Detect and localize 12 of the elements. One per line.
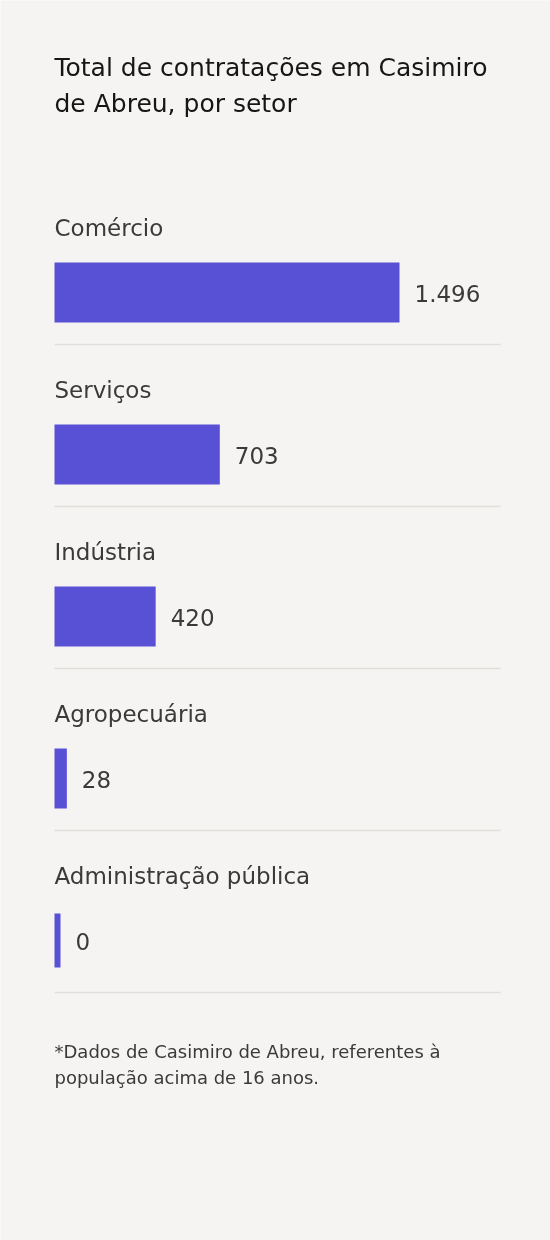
y-tick-label: Serviços <box>54 376 152 403</box>
y-tick-label: Administração pública <box>54 862 311 889</box>
data-label: 28 <box>81 767 112 793</box>
data-label: 0 <box>75 929 91 955</box>
data-label: 420 <box>170 605 215 631</box>
data-label: 1.496 <box>414 281 481 307</box>
data-label: 703 <box>234 443 279 469</box>
y-tick-label: Agropecuária <box>54 700 208 727</box>
chart-title: Total de contratações em Casimiro de Abreu, por setor <box>53 52 488 118</box>
y-tick-label: Comércio <box>54 214 164 241</box>
text: *Dados de Casimiro de Abreu, referentes à população acima de 16 anos. <box>54 1040 441 1088</box>
y-tick-label: Indústria <box>54 538 156 565</box>
